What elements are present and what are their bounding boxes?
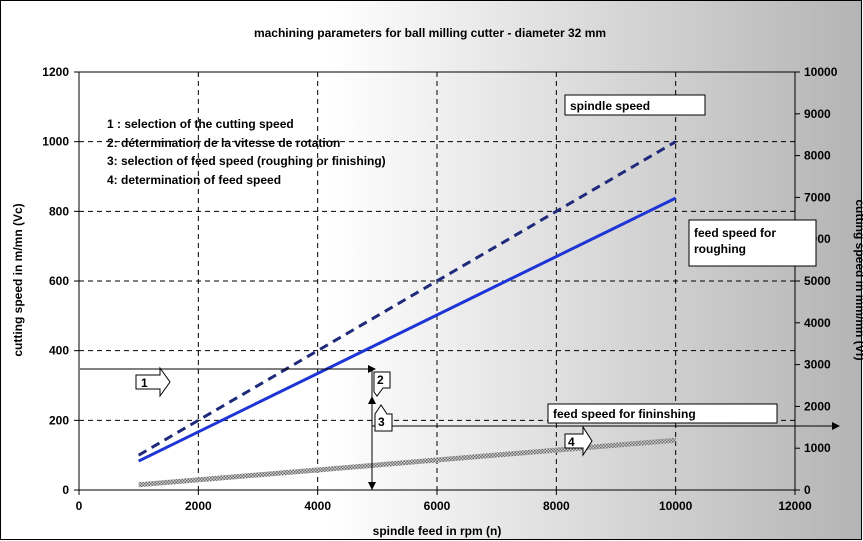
step-marker-4: 4 [564,425,593,457]
y-tick-label: 1200 [42,65,69,79]
x-axis: 0 2000 4000 6000 8000 10000 12000 [76,490,812,513]
label-feed-finishing: feed speed for fininshing [547,403,778,424]
y2-tick-label: 7000 [804,190,831,204]
label-spindle-speed: spindle speed [564,94,706,116]
construction-lines [80,365,840,490]
y-axis-left: 0 200 400 600 800 1000 1200 [42,65,79,497]
chart-title: machining parameters for ball milling cu… [254,26,606,40]
step-number: 2 [377,373,384,387]
arrowhead-4 [832,422,840,430]
label-box [547,403,778,424]
step-marker-3: 3 [374,404,393,432]
series-spindle-speed [137,140,677,457]
note-2: 2: détermination de la vitesse de rotati… [107,136,340,150]
x-tick-label: 0 [76,499,83,513]
series-feed-finishing [138,437,676,488]
x-axis-label: spindle feed in rpm (n) [373,524,502,538]
y-tick-label: 200 [49,413,69,427]
y-axis-label: cutting speed in m/mn (Vc) [11,203,25,356]
y-tick-label: 800 [49,204,69,218]
y2-tick-label: 3000 [804,358,831,372]
label-text: spindle speed [570,99,650,113]
y2-tick-label: 2000 [804,399,831,413]
series-group [137,140,677,488]
x-tick-label: 4000 [304,499,331,513]
series-feed-roughing [138,196,677,463]
y2-tick-label: 9000 [804,107,831,121]
label-line: feed speed for [694,226,776,240]
step-marker-2: 2 [373,371,391,397]
step-marker-1: 1 [135,366,171,398]
y-tick-label: 400 [49,344,69,358]
arrow-shape [564,425,593,457]
y-tick-label: 1000 [42,135,69,149]
x-tick-label: 2000 [185,499,212,513]
note-3: 3: selection of feed speed (roughing or … [107,154,386,168]
step-notes: 1 : selection of the cutting speed 2: dé… [107,117,386,187]
y2-tick-label: 5000 [804,274,831,288]
label-box [688,219,817,267]
y-tick-label: 600 [49,274,69,288]
arrow-shape [373,371,391,397]
label-feed-roughing: feed speed for roughing [688,219,817,267]
x-tick-label: 6000 [424,499,451,513]
x-tick-label: 10000 [659,499,693,513]
step-number: 1 [141,376,148,390]
y-axis-right: 0100020003000400050006000700080009000100… [795,65,838,497]
arrow-shape [135,366,171,398]
y2-tick-label: 1000 [804,441,831,455]
note-4: 4: determination of feed speed [107,173,281,187]
step-number: 4 [568,435,575,449]
y2-tick-label: 4000 [804,316,831,330]
note-1: 1 : selection of the cutting speed [107,117,294,131]
step-number: 3 [378,415,385,429]
label-line: roughing [694,242,746,256]
arrowhead-3-down [368,482,376,490]
arrow-shape [374,404,393,432]
label-text: feed speed for fininshing [553,407,696,421]
y2-axis-label: cutting speed in mm/mn (Vf) [853,199,863,360]
label-box [564,94,706,116]
y2-tick-label: 10000 [804,65,838,79]
y2-tick-label: 8000 [804,149,831,163]
x-tick-label: 12000 [778,499,812,513]
y-tick-label: 0 [62,483,69,497]
arrowhead-3-up [368,396,376,404]
label-text: feed speed for roughing [694,226,776,256]
x-tick-label: 8000 [543,499,570,513]
y2-tick-label: 0 [804,483,811,497]
